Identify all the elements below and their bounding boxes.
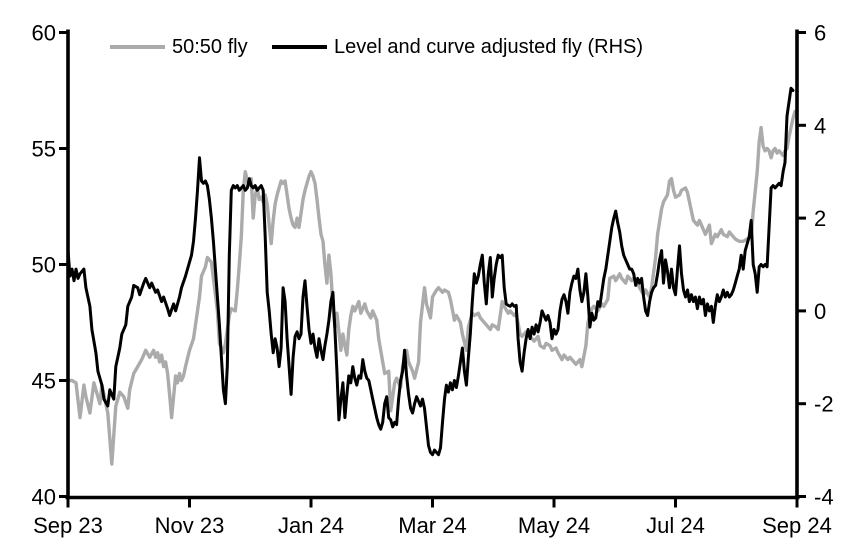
right-axis-tick-label: 0 [814, 299, 826, 324]
x-axis-tick-label: Jan 24 [278, 513, 344, 538]
right-axis-tick-label: -4 [814, 485, 834, 510]
series-line-gray [66, 109, 797, 466]
right-axis-tick-label: -2 [814, 392, 834, 417]
left-axis-tick-label: 40 [32, 485, 56, 510]
right-axis-tick-label: 2 [814, 206, 826, 231]
x-axis-tick-label: Sep 24 [762, 513, 832, 538]
left-axis-tick-label: 50 [32, 253, 56, 278]
x-axis-tick-label: May 24 [518, 513, 590, 538]
right-axis-tick-label: 4 [814, 113, 826, 138]
x-axis-tick-label: Jul 24 [646, 513, 705, 538]
left-axis-tick-label: 60 [32, 21, 56, 46]
x-axis-tick-label: Sep 23 [33, 513, 103, 538]
x-axis-tick-label: Nov 23 [155, 513, 225, 538]
right-axis-tick-label: 6 [814, 21, 826, 46]
series-line-black [66, 86, 795, 457]
left-axis-tick-label: 45 [32, 369, 56, 394]
x-axis-tick-label: Mar 24 [398, 513, 466, 538]
left-axis-tick-label: 55 [32, 137, 56, 162]
